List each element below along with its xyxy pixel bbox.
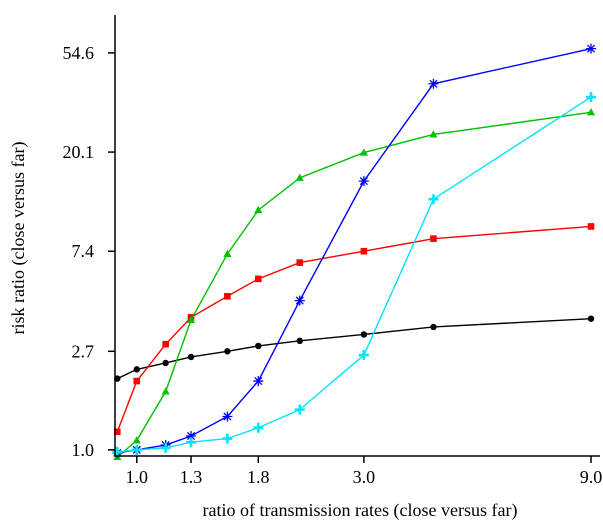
data-point (160, 442, 171, 453)
data-point (253, 376, 264, 387)
data-point (133, 366, 140, 373)
data-point (113, 428, 121, 436)
data-point (222, 433, 233, 444)
data-point (296, 259, 304, 266)
data-point (586, 43, 597, 54)
data-point (187, 315, 196, 324)
y-axis-title: risk ratio (close versus far) (8, 142, 29, 335)
y-tick-label: 7.4 (72, 241, 95, 261)
data-point (294, 404, 305, 415)
data-point (294, 295, 305, 306)
data-point (358, 350, 369, 361)
data-point (254, 205, 263, 214)
data-point (430, 235, 437, 242)
data-point (429, 130, 438, 138)
data-point (133, 377, 141, 385)
series-square (113, 223, 595, 436)
data-point (296, 337, 303, 345)
series-line (116, 317, 592, 380)
data-point (430, 323, 437, 331)
data-point (428, 78, 439, 89)
data-point (186, 437, 197, 448)
y-tick-label: 2.7 (72, 341, 95, 361)
data-point (254, 275, 262, 283)
series-line (117, 96, 592, 453)
series-line (117, 47, 592, 454)
data-point (186, 430, 197, 441)
data-point (587, 108, 596, 116)
x-tick-label: 3.0 (353, 467, 376, 487)
x-axis-title: ratio of transmission rates (close versu… (203, 500, 518, 521)
y-tick-label: 1.0 (72, 440, 95, 460)
data-point (428, 194, 439, 205)
x-tick-label: 1.8 (247, 467, 270, 487)
data-point (162, 359, 169, 367)
data-point (161, 387, 170, 395)
data-point (224, 348, 231, 355)
data-point (224, 292, 231, 300)
data-point (587, 315, 595, 322)
data-point (253, 422, 264, 433)
data-point (132, 436, 141, 444)
axes (114, 15, 600, 457)
series-line (116, 111, 592, 458)
x-tick-label: 1.0 (126, 467, 149, 487)
data-point (295, 173, 304, 181)
data-point (131, 444, 142, 455)
data-point (586, 92, 597, 103)
data-point (359, 148, 368, 156)
x-ticks: 1.0 1.3 1.8 3.0 9.0 (126, 456, 603, 487)
data-point (187, 353, 195, 361)
y-tick-label: 20.1 (63, 142, 95, 162)
series-triangle (113, 108, 596, 461)
data-point (360, 331, 368, 338)
series-cross (112, 92, 597, 457)
data-point (255, 342, 262, 350)
data-point (223, 249, 232, 257)
y-ticks: 1.0 2.7 7.4 20.1 54.6 (63, 43, 115, 460)
series-line (116, 225, 592, 433)
data-point (360, 247, 368, 255)
data-point (222, 411, 233, 422)
x-tick-label: 9.0 (580, 467, 603, 487)
y-tick-label: 54.6 (63, 43, 95, 63)
data-point (587, 223, 595, 230)
series-circle (114, 315, 595, 382)
data-point (358, 176, 369, 187)
series-asterisk (112, 43, 597, 458)
x-tick-label: 1.3 (180, 467, 203, 487)
plot-area (112, 43, 597, 461)
data-point (112, 446, 123, 457)
data-point (162, 340, 169, 348)
